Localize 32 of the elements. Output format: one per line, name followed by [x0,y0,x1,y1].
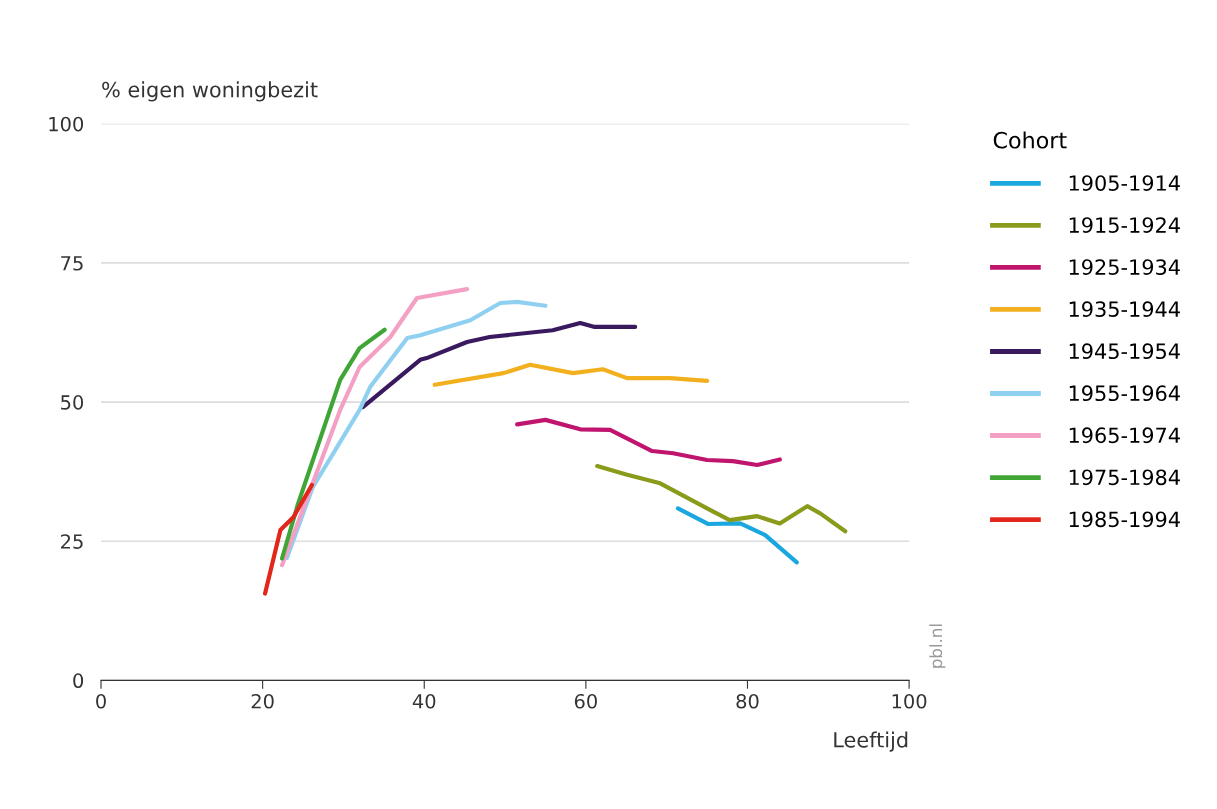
legend-label: 1975-1984 [1069,469,1180,486]
y-tick-label: 50 [61,395,84,410]
line-series [515,417,782,468]
legend-label: 1955-1964 [1069,385,1180,402]
line-series [432,362,710,387]
y-tick-label: 0 [73,673,84,689]
legend-label: 1925-1934 [1069,259,1180,275]
x-tick-label: 0 [96,693,106,709]
text: pbl.nl [929,624,946,668]
legend-label: 1915-1924 [1069,217,1180,233]
x-axis-title: Leeftijd [834,731,908,752]
y-tick-label: 100 [49,116,84,132]
line-series [595,463,848,534]
line-series [279,327,387,561]
x-tick-label: 20 [251,693,274,709]
y-tick-label: 25 [61,534,83,549]
y-axis-title: % eigen woningbezit [102,81,318,102]
line-series [262,482,315,596]
x-tick-label: 80 [736,693,759,709]
line-series [675,506,799,565]
legend-label: 1985-1994 [1069,511,1180,528]
x-tick-label: 40 [412,693,436,709]
line-series [279,286,470,568]
x-tick-label: 100 [892,693,927,709]
legend-label: 1965-1974 [1069,427,1180,444]
legend-label: 1945-1954 [1069,343,1180,360]
legend-label: 1905-1914 [1069,175,1180,191]
x-tick-label: 60 [574,693,597,709]
y-tick-label: 75 [61,256,83,271]
legend-title: Cohort [993,131,1067,149]
line-series [360,320,638,410]
legend-label: 1935-1944 [1069,301,1180,318]
